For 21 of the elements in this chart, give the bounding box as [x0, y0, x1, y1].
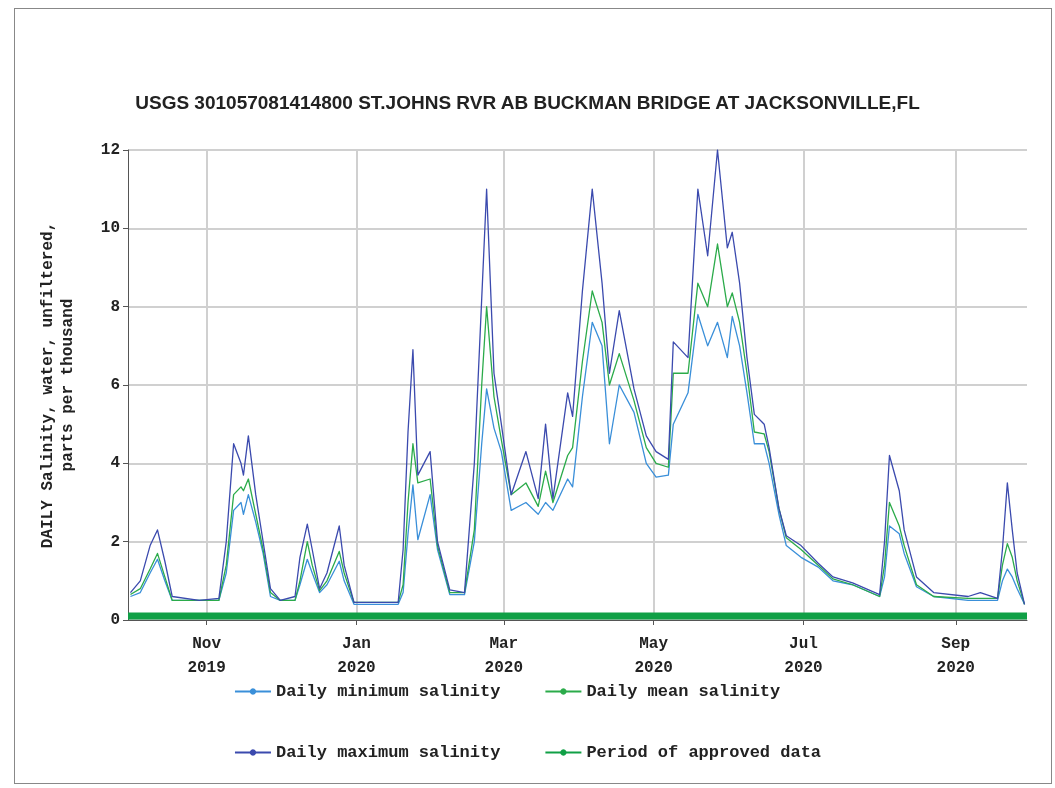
y-tick-label: 6	[110, 376, 120, 394]
legend-label: Daily minimum salinity	[275, 682, 501, 701]
x-tick-label: Nov 2019	[187, 635, 226, 677]
x-tick-label: Jul 2020	[784, 635, 823, 677]
line-series	[129, 313, 1026, 605]
y-tick-label: 4	[110, 454, 121, 473]
legend-label: Period of approved data	[586, 743, 822, 762]
y-tick-label: 2	[110, 532, 120, 551]
x-tick-label: Mar 2020	[484, 635, 524, 677]
line-series	[129, 149, 1026, 605]
y-tick-label: 0	[110, 611, 120, 629]
y-tick-label: 12	[100, 141, 120, 159]
x-tick-label: Jan 2020	[337, 635, 376, 677]
y-tick-label: 8	[110, 297, 120, 316]
legend-label: Daily maximum salinity	[275, 743, 501, 762]
chart-title: USGS 301057081414800 ST.JOHNS RVR AB BUCKMAN BRIDGE AT JACKSONVILLE,FL	[135, 92, 921, 113]
y-axis-title: DAILY Salinity, water, unfiltered, parts per thousand	[39, 221, 77, 549]
x-tick-label: May 2020	[634, 635, 673, 677]
y-tick-label: 10	[100, 219, 120, 238]
x-tick-label: Sep 2020	[936, 635, 975, 677]
legend-label: Daily mean salinity	[586, 682, 781, 701]
